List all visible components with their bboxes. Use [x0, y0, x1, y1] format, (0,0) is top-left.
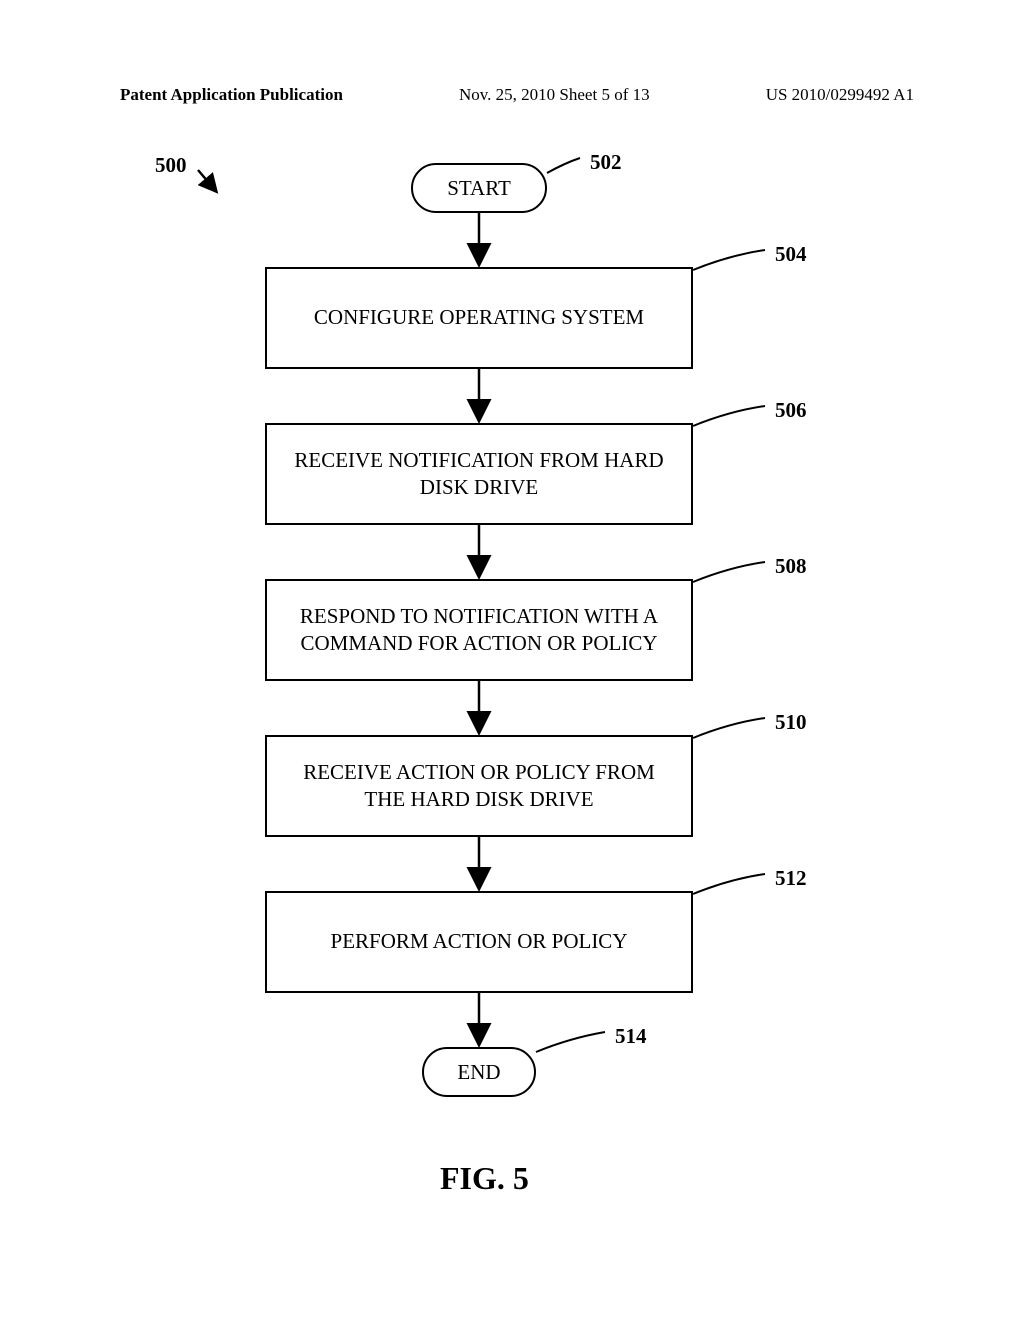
node-perform-action: PERFORM ACTION OR POLICY [265, 891, 693, 993]
node-configure-os: CONFIGURE OPERATING SYSTEM [265, 267, 693, 369]
node-start: START [411, 163, 547, 213]
node-end: END [422, 1047, 536, 1097]
ref-label-514: 514 [615, 1024, 647, 1049]
node-receive-action-label: RECEIVE ACTION OR POLICY FROM THE HARD D… [287, 759, 671, 814]
ref-label-510: 510 [775, 710, 807, 735]
ref-label-508: 508 [775, 554, 807, 579]
page-header: Patent Application Publication Nov. 25, … [0, 85, 1024, 105]
node-configure-os-label: CONFIGURE OPERATING SYSTEM [314, 304, 644, 331]
ref-label-512: 512 [775, 866, 807, 891]
header-date-sheet: Nov. 25, 2010 Sheet 5 of 13 [459, 85, 650, 105]
node-perform-action-label: PERFORM ACTION OR POLICY [331, 928, 628, 955]
node-end-label: END [457, 1060, 500, 1085]
node-start-label: START [447, 176, 511, 201]
node-receive-notification-label: RECEIVE NOTIFICATION FROM HARD DISK DRIV… [287, 447, 671, 502]
figure-label: FIG. 5 [440, 1160, 529, 1197]
header-publication: Patent Application Publication [120, 85, 343, 105]
flowchart-diagram: 500 START 502 CONFIGURE OPERATING SYSTEM… [0, 140, 1024, 1190]
header-patent-number: US 2010/0299492 A1 [766, 85, 914, 105]
ref-label-504: 504 [775, 242, 807, 267]
node-respond-notification: RESPOND TO NOTIFICATION WITH A COMMAND F… [265, 579, 693, 681]
ref-label-506: 506 [775, 398, 807, 423]
ref-label-500: 500 [155, 153, 187, 178]
node-respond-notification-label: RESPOND TO NOTIFICATION WITH A COMMAND F… [287, 603, 671, 658]
node-receive-action: RECEIVE ACTION OR POLICY FROM THE HARD D… [265, 735, 693, 837]
ref-label-502: 502 [590, 150, 622, 175]
node-receive-notification: RECEIVE NOTIFICATION FROM HARD DISK DRIV… [265, 423, 693, 525]
